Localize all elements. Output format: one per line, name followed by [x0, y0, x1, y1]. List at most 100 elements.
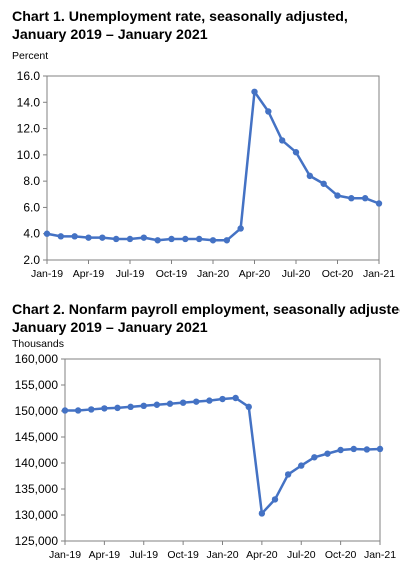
- y-axis-unit-label: Thousands: [12, 338, 64, 350]
- x-tick-label: Apr-20: [239, 268, 271, 280]
- chart-title-line2: January 2019 – January 2021: [12, 320, 208, 336]
- data-point: [140, 402, 147, 409]
- data-point: [112, 235, 120, 243]
- x-tick-label: Jul-20: [287, 549, 316, 561]
- series-line: [65, 396, 381, 515]
- y-tick-label: 8.0: [23, 174, 40, 188]
- x-tick-label: Jul-19: [116, 268, 145, 280]
- data-point: [74, 407, 82, 414]
- data-point: [193, 398, 200, 405]
- x-tick-label: Oct-19: [167, 549, 199, 561]
- data-point: [320, 180, 327, 187]
- data-point: [258, 510, 266, 517]
- x-tick-label: Jan-20: [206, 549, 238, 561]
- data-point: [168, 235, 175, 243]
- y-tick-label: 14.0: [17, 95, 41, 109]
- y-tick-label: 12.0: [17, 122, 41, 136]
- x-tick-label: Apr-20: [246, 549, 278, 561]
- data-point: [71, 233, 78, 240]
- data-point: [154, 237, 161, 244]
- data-point: [166, 400, 174, 407]
- data-point: [284, 471, 292, 478]
- x-tick-label: Oct-19: [156, 268, 188, 280]
- data-point: [206, 397, 213, 404]
- data-point: [375, 200, 383, 207]
- data-point: [251, 88, 258, 95]
- data-point: [43, 230, 51, 237]
- chart-title-line2: January 2019 – January 2021: [12, 27, 208, 43]
- y-tick-label: 6.0: [23, 200, 40, 214]
- data-point: [292, 149, 300, 156]
- chart-title: Chart 2. Nonfarm payroll employment, sea…: [12, 301, 400, 337]
- data-point: [361, 195, 369, 202]
- data-point: [140, 234, 148, 241]
- y-axis-unit-label: Percent: [12, 50, 49, 62]
- x-tick-label: Jan-19: [49, 549, 81, 561]
- data-point: [209, 237, 217, 244]
- data-point: [101, 405, 108, 412]
- x-tick-label: Jul-19: [129, 549, 158, 561]
- data-point: [265, 108, 272, 115]
- data-point: [337, 446, 344, 454]
- chart-plot-area: 125,000 130,000 135,000 140,000 145,000 150,0…: [15, 352, 397, 561]
- data-point: [85, 234, 92, 241]
- data-point: [311, 454, 318, 461]
- data-point: [182, 235, 189, 243]
- x-tick-label: Oct-20: [322, 268, 354, 280]
- payroll-employment-chart: Chart 2. Nonfarm payroll employment, sea…: [0, 293, 400, 568]
- data-point: [61, 407, 69, 414]
- data-point: [232, 394, 239, 402]
- data-point: [237, 225, 244, 232]
- x-tick-label: Apr-19: [73, 268, 105, 280]
- y-tick-label: 140,000: [15, 456, 59, 470]
- data-point: [278, 137, 286, 144]
- data-point: [298, 462, 305, 469]
- y-tick-label: 16.0: [17, 69, 41, 83]
- data-point: [195, 235, 203, 243]
- y-tick-label: 4.0: [23, 227, 40, 241]
- data-point: [88, 406, 95, 413]
- chart-plot-area: 2.0 4.0 6.0 8.0 10.0 12.0 14.0 16.0 Jan-19 Apr-19…: [17, 69, 396, 280]
- data-point: [334, 192, 341, 199]
- data-point: [126, 235, 134, 243]
- data-point: [99, 234, 106, 241]
- data-point: [223, 237, 231, 244]
- plot-frame: [46, 75, 380, 261]
- data-point: [306, 172, 314, 180]
- data-point: [363, 446, 371, 453]
- data-point: [350, 445, 357, 453]
- data-point: [57, 233, 65, 240]
- chart-title-line1: Chart 2. Nonfarm payroll employment, sea…: [12, 302, 400, 318]
- x-tick-label: Apr-19: [89, 549, 121, 561]
- y-tick-label: 125,000: [15, 534, 59, 548]
- data-point: [219, 395, 226, 403]
- x-tick-label: Jul-20: [282, 268, 311, 280]
- series-line: [46, 90, 380, 242]
- data-point: [179, 399, 187, 406]
- y-tick-label: 150,000: [15, 404, 59, 418]
- chart-title: Chart 1. Unemployment rate, seasonally a…: [12, 8, 348, 44]
- data-point: [153, 401, 161, 408]
- chart-title-line1: Chart 1. Unemployment rate, seasonally a…: [12, 9, 348, 25]
- data-point: [271, 496, 279, 503]
- data-point: [114, 404, 121, 412]
- unemployment-chart: Chart 1. Unemployment rate, seasonally a…: [12, 8, 396, 280]
- data-point: [348, 195, 355, 202]
- plot-frame: [64, 358, 381, 542]
- data-point: [376, 445, 384, 453]
- data-point: [127, 403, 134, 411]
- y-tick-label: 155,000: [15, 378, 59, 392]
- y-tick-label: 145,000: [15, 430, 59, 444]
- y-tick-label: 2.0: [23, 253, 40, 267]
- y-tick-label: 160,000: [15, 352, 59, 366]
- data-point: [324, 450, 331, 457]
- x-tick-label: Jan-20: [197, 268, 229, 280]
- x-tick-label: Jan-19: [31, 268, 63, 280]
- y-tick-label: 130,000: [15, 508, 59, 522]
- x-tick-label: Jan-21: [364, 549, 396, 561]
- y-tick-label: 10.0: [17, 148, 41, 162]
- y-tick-label: 135,000: [15, 482, 59, 496]
- x-tick-label: Oct-20: [325, 549, 357, 561]
- x-tick-label: Jan-21: [363, 268, 395, 280]
- data-point: [245, 403, 252, 411]
